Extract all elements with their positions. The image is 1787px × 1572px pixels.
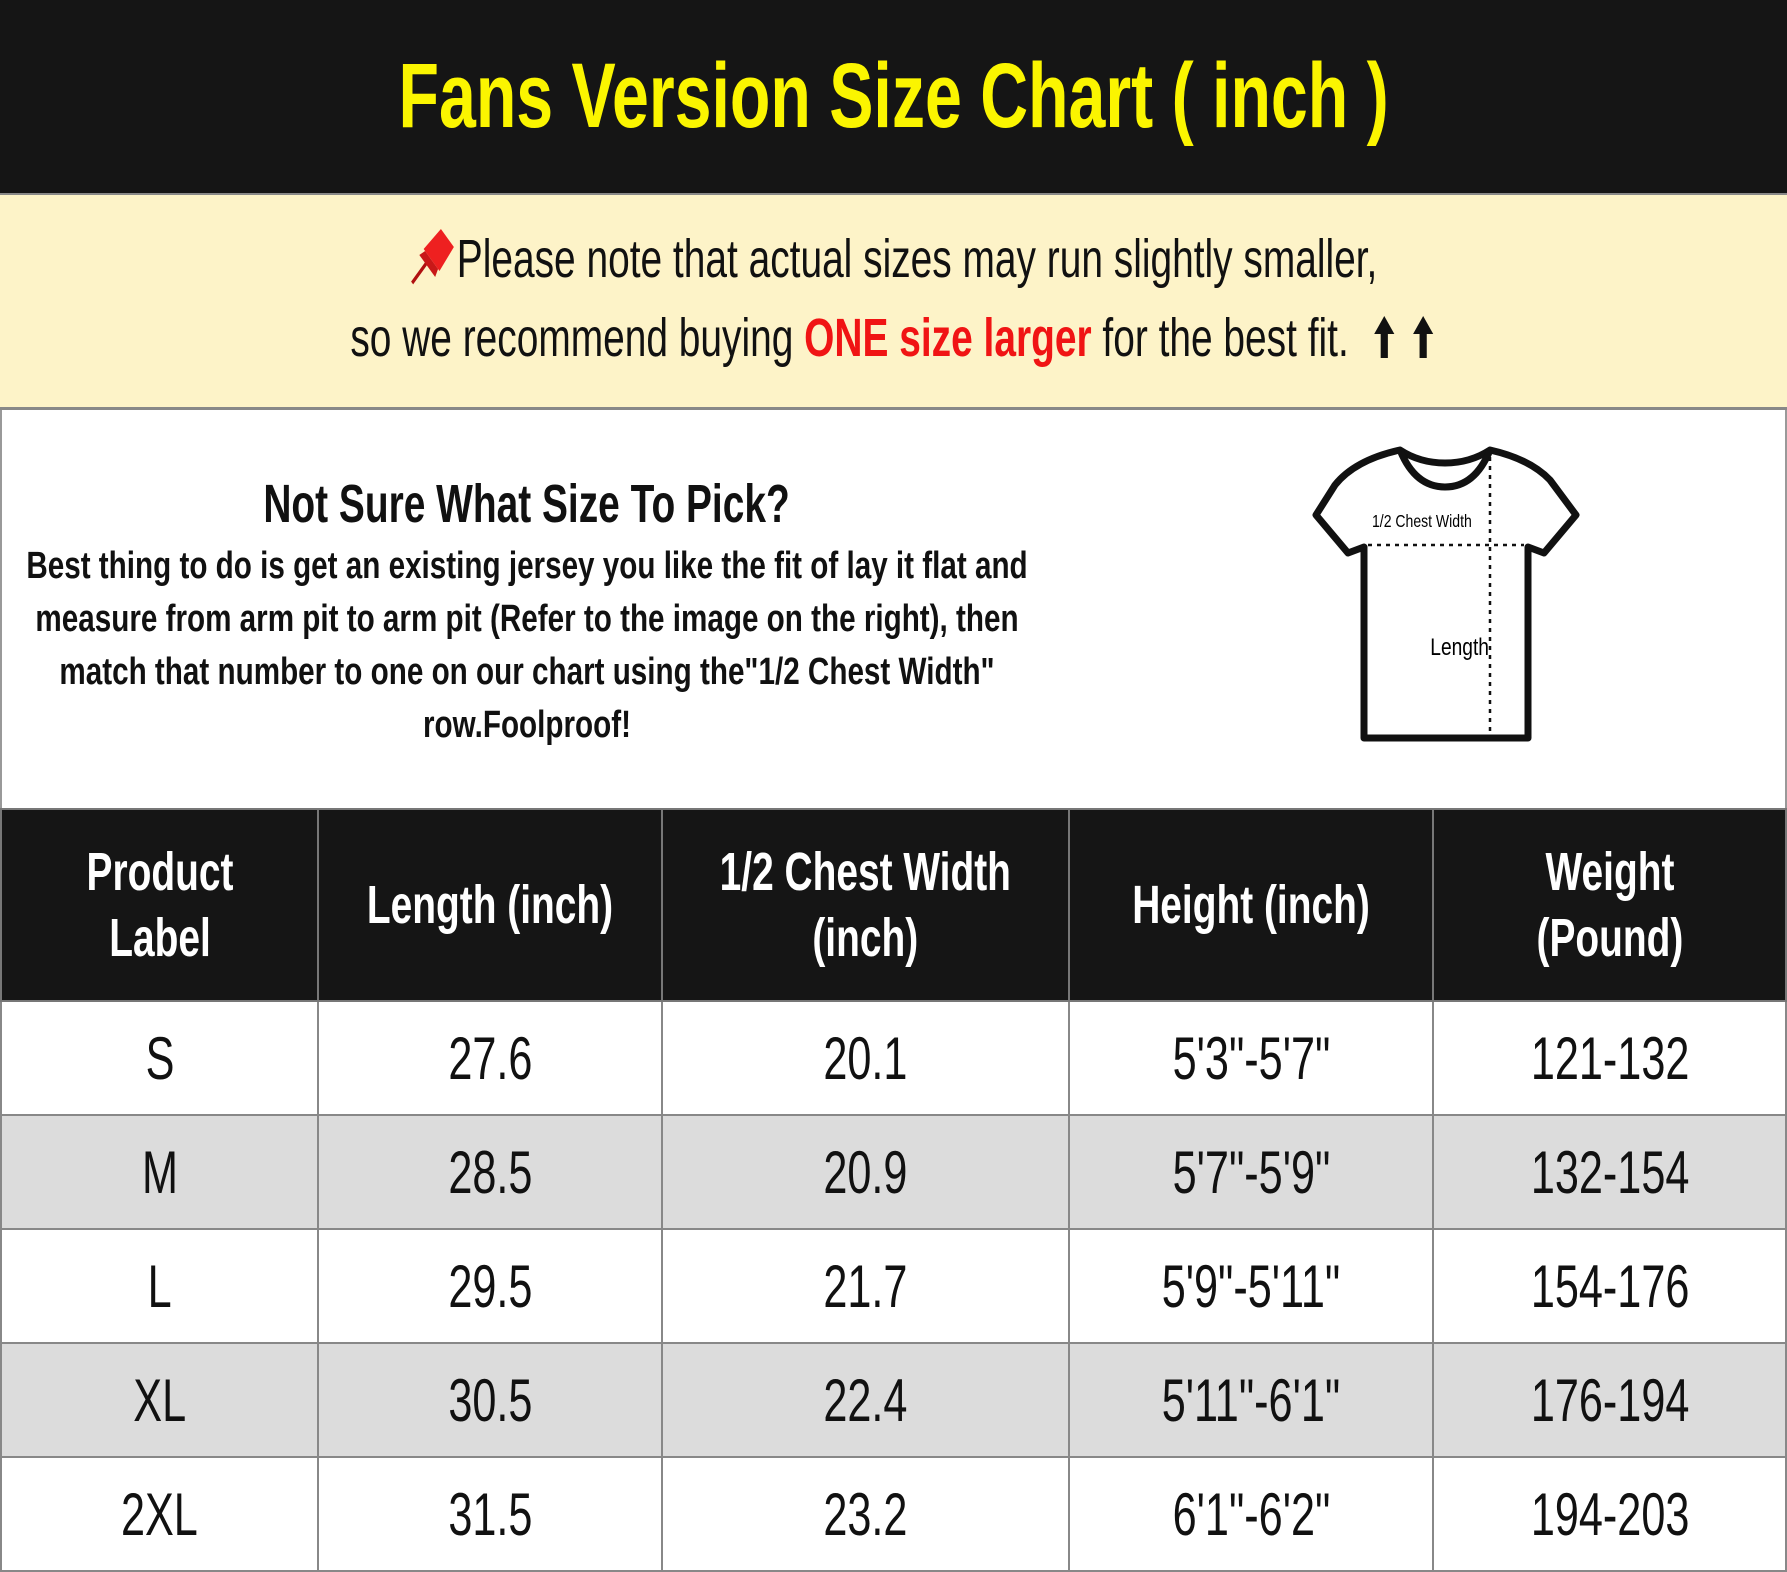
header-chest-width: 1/2 Chest Width (inch) — [661, 808, 1070, 1002]
size-note: Please note that actual sizes may run sl… — [0, 193, 1787, 410]
note-highlight: ONE size larger — [803, 308, 1092, 368]
cell-weight: 176-194 — [1432, 1342, 1787, 1458]
size-table: Product Label Length (inch) 1/2 Chest Wid… — [0, 808, 1787, 1572]
cell-chest: 23.2 — [661, 1456, 1070, 1572]
up-arrow-icon — [1373, 316, 1394, 358]
cell-size: L — [0, 1228, 320, 1344]
table-row: 2XL 31.5 23.2 6'1"-6'2" 194-203 — [0, 1456, 1787, 1572]
table-row: M 28.5 20.9 5'7"-5'9" 132-154 — [0, 1114, 1787, 1230]
title-bar: Fans Version Size Chart ( inch ) — [0, 0, 1787, 193]
cell-weight: 132-154 — [1432, 1114, 1787, 1230]
cell-weight: 194-203 — [1432, 1456, 1787, 1572]
cell-height: 6'1"-6'2" — [1067, 1456, 1435, 1572]
guide-paragraph: Best thing to do is get an existing jers… — [26, 545, 1028, 746]
note-line-2-pre: so we recommend buying — [350, 308, 804, 368]
cell-size: XL — [0, 1342, 320, 1458]
header-product-label: Product Label — [0, 808, 320, 1002]
guide-heading: Not Sure What Size To Pick? — [263, 474, 791, 534]
note-line-1: Please note that actual sizes may run sl… — [456, 229, 1378, 289]
cell-length: 30.5 — [317, 1342, 664, 1458]
cell-chest: 20.1 — [661, 1000, 1070, 1116]
cell-size: M — [0, 1114, 320, 1230]
cell-size: 2XL — [0, 1456, 320, 1572]
cell-weight: 154-176 — [1432, 1228, 1787, 1344]
tshirt-outline — [1312, 446, 1580, 742]
cell-length: 28.5 — [317, 1114, 664, 1230]
cell-height: 5'7"-5'9" — [1067, 1114, 1435, 1230]
cell-chest: 20.9 — [661, 1114, 1070, 1230]
pushpin-icon — [411, 229, 455, 285]
table-header-row: Product Label Length (inch) 1/2 Chest Wid… — [0, 808, 1787, 1002]
cell-height: 5'11"-6'1" — [1067, 1342, 1435, 1458]
header-height: Height (inch) — [1067, 808, 1435, 1002]
header-weight: Weight (Pound) — [1432, 808, 1787, 1002]
table-row: L 29.5 21.7 5'9"-5'11" 154-176 — [0, 1228, 1787, 1344]
cell-chest: 22.4 — [661, 1342, 1070, 1458]
cell-chest: 21.7 — [661, 1228, 1070, 1344]
note-line-2-post: for the best fit. — [1091, 308, 1349, 368]
cell-height: 5'9"-5'11" — [1067, 1228, 1435, 1344]
cell-length: 29.5 — [317, 1228, 664, 1344]
cell-length: 27.6 — [317, 1000, 664, 1116]
chest-width-label: 1/2 Chest Width — [1372, 511, 1472, 531]
cell-height: 5'3"-5'7" — [1067, 1000, 1435, 1116]
length-label: Length — [1430, 633, 1489, 661]
cell-size: S — [0, 1000, 320, 1116]
cell-weight: 121-132 — [1432, 1000, 1787, 1116]
cell-length: 31.5 — [317, 1456, 664, 1572]
header-length: Length (inch) — [317, 808, 664, 1002]
table-row: S 27.6 20.1 5'3"-5'7" 121-132 — [0, 1000, 1787, 1116]
page-title: Fans Version Size Chart ( inch ) — [398, 45, 1389, 147]
tshirt-diagram: 1/2 Chest Width Length — [1312, 446, 1580, 742]
sizing-guide: Not Sure What Size To Pick? Best thing t… — [0, 410, 1787, 808]
up-arrow-icon — [1412, 316, 1433, 358]
table-row: XL 30.5 22.4 5'11"-6'1" 176-194 — [0, 1342, 1787, 1458]
